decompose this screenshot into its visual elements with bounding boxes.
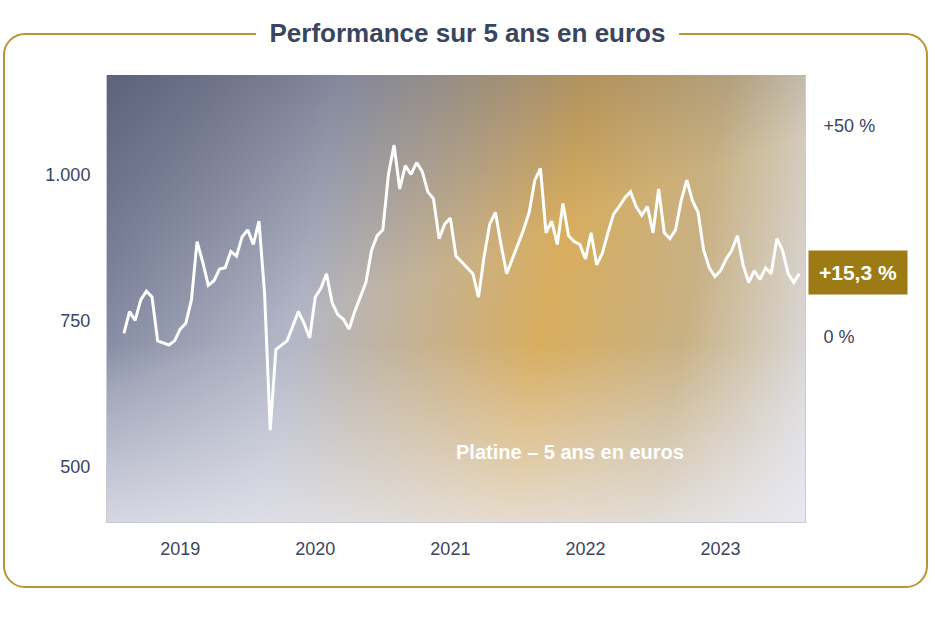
svg-text:1.000: 1.000 [45, 165, 90, 185]
svg-text:2022: 2022 [565, 539, 605, 559]
svg-text:+50 %: +50 % [824, 116, 876, 136]
svg-text:750: 750 [60, 311, 90, 331]
svg-text:0 %: 0 % [824, 327, 855, 347]
svg-text:Platine – 5 ans en euros: Platine – 5 ans en euros [456, 441, 684, 463]
svg-text:2021: 2021 [430, 539, 470, 559]
svg-text:2023: 2023 [701, 539, 741, 559]
svg-text:2019: 2019 [160, 539, 200, 559]
html-text:Performance sur 5 ans en euros: Performance sur 5 ans en euros [269, 18, 666, 48]
svg-text:+15,3 %: +15,3 % [819, 261, 897, 284]
svg-text:500: 500 [60, 457, 90, 477]
svg-text:2020: 2020 [295, 539, 335, 559]
